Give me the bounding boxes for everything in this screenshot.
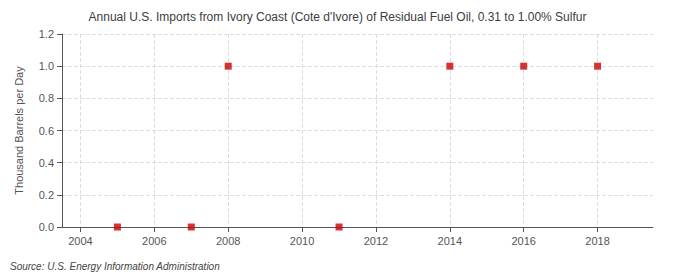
svg-text:0.4: 0.4 xyxy=(39,157,54,169)
svg-text:Annual U.S. Imports from Ivory: Annual U.S. Imports from Ivory Coast (Co… xyxy=(89,10,587,24)
svg-text:2014: 2014 xyxy=(438,235,462,247)
svg-text:2018: 2018 xyxy=(585,235,609,247)
svg-text:1.2: 1.2 xyxy=(39,28,54,40)
svg-text:2010: 2010 xyxy=(290,235,314,247)
svg-text:1.0: 1.0 xyxy=(39,60,54,72)
svg-text:Thousand Barrels per Day: Thousand Barrels per Day xyxy=(13,66,25,195)
svg-text:2006: 2006 xyxy=(142,235,166,247)
svg-text:2012: 2012 xyxy=(364,235,388,247)
svg-text:2008: 2008 xyxy=(216,235,240,247)
svg-text:0.2: 0.2 xyxy=(39,189,54,201)
svg-text:2004: 2004 xyxy=(68,235,92,247)
svg-text:0.8: 0.8 xyxy=(39,92,54,104)
svg-text:0.6: 0.6 xyxy=(39,125,54,137)
svg-text:2016: 2016 xyxy=(511,235,535,247)
svg-text:Source: U.S. Energy Informatio: Source: U.S. Energy Information Administ… xyxy=(10,261,220,272)
svg-text:0.0: 0.0 xyxy=(39,221,54,233)
